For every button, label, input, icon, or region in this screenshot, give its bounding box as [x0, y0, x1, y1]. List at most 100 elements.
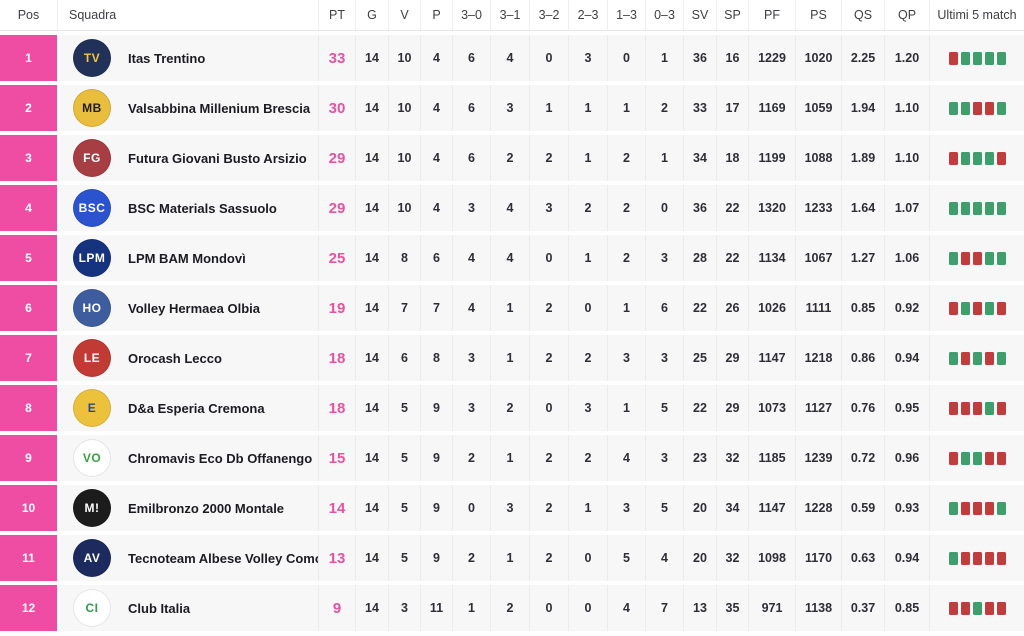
set-quotient-value: 0.59 — [841, 485, 884, 531]
wins-value: 6 — [388, 335, 420, 381]
wins-value: 10 — [388, 185, 420, 231]
table-row[interactable]: 6 HO Volley Hermaea Olbia 19 14 7 7 4 1 … — [0, 285, 1024, 331]
games-played-value: 14 — [355, 435, 388, 481]
losses-value: 8 — [420, 335, 452, 381]
losses-value: 9 — [420, 485, 452, 531]
team-cell[interactable]: LPM LPM BAM Mondovì — [57, 235, 318, 281]
table-row[interactable]: 9 VO Chromavis Eco Db Offanengo 15 14 5 … — [0, 435, 1024, 481]
win-square — [948, 501, 958, 515]
team-logo: CI — [73, 589, 111, 627]
win-square — [960, 151, 970, 165]
win-square — [948, 101, 958, 115]
score-3-2-value: 1 — [529, 85, 568, 131]
games-played-value: 14 — [355, 285, 388, 331]
table-row[interactable]: 8 E D&a Esperia Cremona 18 14 5 9 3 2 0 … — [0, 385, 1024, 431]
team-cell[interactable]: LE Orocash Lecco — [57, 335, 318, 381]
loss-square — [984, 601, 994, 615]
points-value: 29 — [318, 185, 355, 231]
score-3-0-value: 3 — [452, 385, 490, 431]
points-against-value: 1067 — [795, 235, 841, 281]
points-for-value: 1185 — [748, 435, 795, 481]
points-against-value: 1170 — [795, 535, 841, 581]
table-row[interactable]: 4 BSC BSC Materials Sassuolo 29 14 10 4 … — [0, 185, 1024, 231]
team-cell[interactable]: HO Volley Hermaea Olbia — [57, 285, 318, 331]
table-row[interactable]: 10 M! Emilbronzo 2000 Montale 14 14 5 9 … — [0, 485, 1024, 531]
team-name: BSC Materials Sassuolo — [128, 200, 277, 216]
score-0-3-value: 5 — [645, 485, 683, 531]
set-quotient-value: 0.72 — [841, 435, 884, 481]
points-against-value: 1020 — [795, 35, 841, 81]
col-header-pt: PT — [318, 0, 355, 30]
team-name: Valsabbina Millenium Brescia — [128, 100, 311, 116]
loss-square — [948, 151, 958, 165]
score-3-0-value: 0 — [452, 485, 490, 531]
points-for-value: 1320 — [748, 185, 795, 231]
team-cell[interactable]: VO Chromavis Eco Db Offanengo — [57, 435, 318, 481]
win-square — [960, 201, 970, 215]
loss-square — [972, 501, 982, 515]
team-cell[interactable]: BSC BSC Materials Sassuolo — [57, 185, 318, 231]
team-name: Orocash Lecco — [128, 350, 222, 366]
position-badge: 12 — [0, 585, 57, 631]
score-1-3-value: 2 — [607, 135, 645, 181]
losses-value: 4 — [420, 135, 452, 181]
loss-square — [984, 101, 994, 115]
wins-value: 5 — [388, 535, 420, 581]
score-1-3-value: 3 — [607, 335, 645, 381]
score-2-3-value: 0 — [568, 535, 607, 581]
table-row[interactable]: 5 LPM LPM BAM Mondovì 25 14 8 6 4 4 0 1 … — [0, 235, 1024, 281]
team-cell[interactable]: M! Emilbronzo 2000 Montale — [57, 485, 318, 531]
position-badge: 11 — [0, 535, 57, 581]
sets-lost-value: 29 — [716, 385, 748, 431]
score-2-3-value: 1 — [568, 135, 607, 181]
win-square — [984, 51, 994, 65]
team-cell[interactable]: AV Tecnoteam Albese Volley Como — [57, 535, 318, 581]
team-logo: BSC — [73, 189, 111, 227]
score-0-3-value: 3 — [645, 435, 683, 481]
score-2-3-value: 1 — [568, 85, 607, 131]
table-row[interactable]: 2 MB Valsabbina Millenium Brescia 30 14 … — [0, 85, 1024, 131]
score-3-1-value: 1 — [490, 285, 529, 331]
loss-square — [960, 551, 970, 565]
col-header-qs: QS — [841, 0, 884, 30]
table-row[interactable]: 7 LE Orocash Lecco 18 14 6 8 3 1 2 2 3 3… — [0, 335, 1024, 381]
set-quotient-value: 1.64 — [841, 185, 884, 231]
score-3-1-value: 1 — [490, 535, 529, 581]
table-row[interactable]: 12 CI Club Italia 9 14 3 11 1 2 0 0 4 7 … — [0, 585, 1024, 631]
table-row[interactable]: 11 AV Tecnoteam Albese Volley Como 13 14… — [0, 535, 1024, 581]
last5-results — [948, 451, 1006, 465]
games-played-value: 14 — [355, 185, 388, 231]
team-logo: MB — [73, 89, 111, 127]
position-badge: 8 — [0, 385, 57, 431]
sets-lost-value: 32 — [716, 435, 748, 481]
win-square — [960, 101, 970, 115]
team-cell[interactable]: MB Valsabbina Millenium Brescia — [57, 85, 318, 131]
position-badge: 4 — [0, 185, 57, 231]
team-cell[interactable]: FG Futura Giovani Busto Arsizio — [57, 135, 318, 181]
score-3-1-value: 1 — [490, 335, 529, 381]
points-for-value: 1147 — [748, 335, 795, 381]
wins-value: 5 — [388, 435, 420, 481]
games-played-value: 14 — [355, 385, 388, 431]
loss-square — [996, 551, 1006, 565]
score-3-0-value: 1 — [452, 585, 490, 631]
score-3-0-value: 3 — [452, 335, 490, 381]
team-logo: LE — [73, 339, 111, 377]
team-cell[interactable]: CI Club Italia — [57, 585, 318, 631]
team-cell[interactable]: TV Itas Trentino — [57, 35, 318, 81]
score-3-0-value: 4 — [452, 285, 490, 331]
points-value: 9 — [318, 585, 355, 631]
table-row[interactable]: 3 FG Futura Giovani Busto Arsizio 29 14 … — [0, 135, 1024, 181]
wins-value: 10 — [388, 35, 420, 81]
team-name: Club Italia — [128, 600, 191, 616]
score-2-3-value: 2 — [568, 185, 607, 231]
sets-won-value: 36 — [683, 35, 716, 81]
points-value: 33 — [318, 35, 355, 81]
sets-won-value: 22 — [683, 285, 716, 331]
table-row[interactable]: 1 TV Itas Trentino 33 14 10 4 6 4 0 3 0 … — [0, 35, 1024, 81]
win-square — [972, 601, 982, 615]
points-for-value: 1134 — [748, 235, 795, 281]
points-for-value: 1147 — [748, 485, 795, 531]
points-against-value: 1218 — [795, 335, 841, 381]
team-cell[interactable]: E D&a Esperia Cremona — [57, 385, 318, 431]
